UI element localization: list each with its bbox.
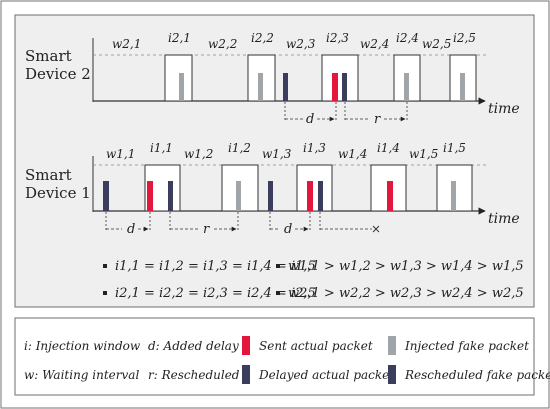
device2-r-label: r <box>374 112 381 127</box>
device1-rescheduled-fake-packet-1 <box>168 181 173 211</box>
device1-d2-label: d <box>284 222 292 237</box>
device1-label-line2: Device 1 <box>25 184 91 202</box>
device2-window-1 <box>164 54 193 102</box>
device1-wait-label-3: w1,3 <box>262 147 292 161</box>
device1-sent-actual-packet-1 <box>147 181 153 211</box>
device2-window-3 <box>321 54 359 102</box>
device1-sent-actual-packet-3 <box>307 181 313 211</box>
legend-delayed-actual: Delayed actual packet <box>258 368 394 382</box>
legend-rescheduled-fake: Rescheduled fake packet <box>404 368 550 382</box>
device2-fake-packet-2 <box>258 73 263 101</box>
legend-injected-fake-swatch <box>388 336 396 355</box>
device2-rescheduled-fake-packet <box>283 73 288 101</box>
device1-delayed-actual-packet <box>103 181 109 211</box>
device1-delayed-actual-packet-2 <box>268 181 273 211</box>
bullet-eq4 <box>276 291 280 295</box>
device2-wait-label-4: w2,4 <box>360 37 389 51</box>
device2-d-label: d <box>306 112 314 127</box>
legend-rescheduled: r: Rescheduled <box>148 368 240 382</box>
device1-fake-packet-2 <box>236 181 241 211</box>
legend-added-delay: d: Added delay <box>148 339 239 353</box>
device2-window-label-3: i2,3 <box>326 31 349 45</box>
legend-sent-actual-swatch <box>242 336 250 355</box>
device2-time-label: time <box>488 101 520 117</box>
device1-label-line1: Smart <box>25 166 72 184</box>
device1-drop-cross-icon <box>372 225 380 233</box>
equation-device1-windows: i1,1 = i1,2 = i1,3 = i1,4 = i1,5 <box>115 259 316 274</box>
device1-window-3 <box>296 164 333 212</box>
bullet-eq2 <box>276 264 280 268</box>
device2-label-line2: Device 2 <box>25 65 91 83</box>
device1-time-label: time <box>488 211 520 227</box>
device1-r-label: r <box>203 222 210 237</box>
legend-delayed-actual-swatch <box>242 365 250 384</box>
legend-panel <box>14 317 535 396</box>
device2-label-line1: Smart <box>25 47 72 65</box>
device1-window-label-4: i1,4 <box>377 141 400 155</box>
bullet-eq1 <box>103 264 107 268</box>
legend-injection-window: i: Injection window <box>24 339 141 353</box>
device2-window-label-2: i2,2 <box>251 31 274 45</box>
device2-wait-label-2: w2,2 <box>208 37 237 51</box>
device1-window-label-1: i1,1 <box>150 141 173 155</box>
device2-sent-actual-packet <box>332 73 338 101</box>
device2-fake-packet-1 <box>179 73 184 101</box>
device1-window-label-2: i1,2 <box>228 141 251 155</box>
device1-wait-label-4: w1,4 <box>338 147 367 161</box>
device1-window-label-3: i1,3 <box>303 141 326 155</box>
legend-rescheduled-fake-swatch <box>388 365 396 384</box>
device2-window-label-4: i2,4 <box>396 31 419 45</box>
legend-sent-actual: Sent actual packet <box>259 339 373 353</box>
device1-wait-label-5: w1,5 <box>409 147 438 161</box>
device1-window-label-5: i1,5 <box>443 141 466 155</box>
equation-device2-windows: i2,1 = i2,2 = i2,3 = i2,4 = i2,5 <box>115 286 316 301</box>
device2-window-label-1: i2,1 <box>168 31 191 45</box>
device2-wait-label-5: w2,5 <box>422 37 451 51</box>
device1-wait-label-2: w1,2 <box>184 147 213 161</box>
legend-injected-fake: Injected fake packet <box>404 339 529 353</box>
device2-wait-label-1: w2,1 <box>112 37 141 51</box>
device1-rescheduled-fake-packet-3 <box>318 181 323 211</box>
device2-fake-packet-5 <box>460 73 465 101</box>
device2-wait-label-3: w2,3 <box>286 37 316 51</box>
device2-window-label-5: i2,5 <box>453 31 476 45</box>
device1-sent-actual-packet-4 <box>387 181 393 211</box>
device1-fake-packet-5 <box>451 181 456 211</box>
bullet-eq3 <box>103 291 107 295</box>
device1-wait-label-1: w1,1 <box>106 147 135 161</box>
equation-device2-waits: w2,1 > w2,2 > w2,3 > w2,4 > w2,5 <box>288 286 524 301</box>
equation-device1-waits: w1,1 > w1,2 > w1,3 > w1,4 > w1,5 <box>288 259 524 274</box>
device2-fake-packet-4 <box>404 73 409 101</box>
device1-d1-label: d <box>127 222 135 237</box>
legend-waiting-interval: w: Waiting interval <box>24 368 139 382</box>
device2-rescheduled-fake-packet-2 <box>342 73 347 101</box>
